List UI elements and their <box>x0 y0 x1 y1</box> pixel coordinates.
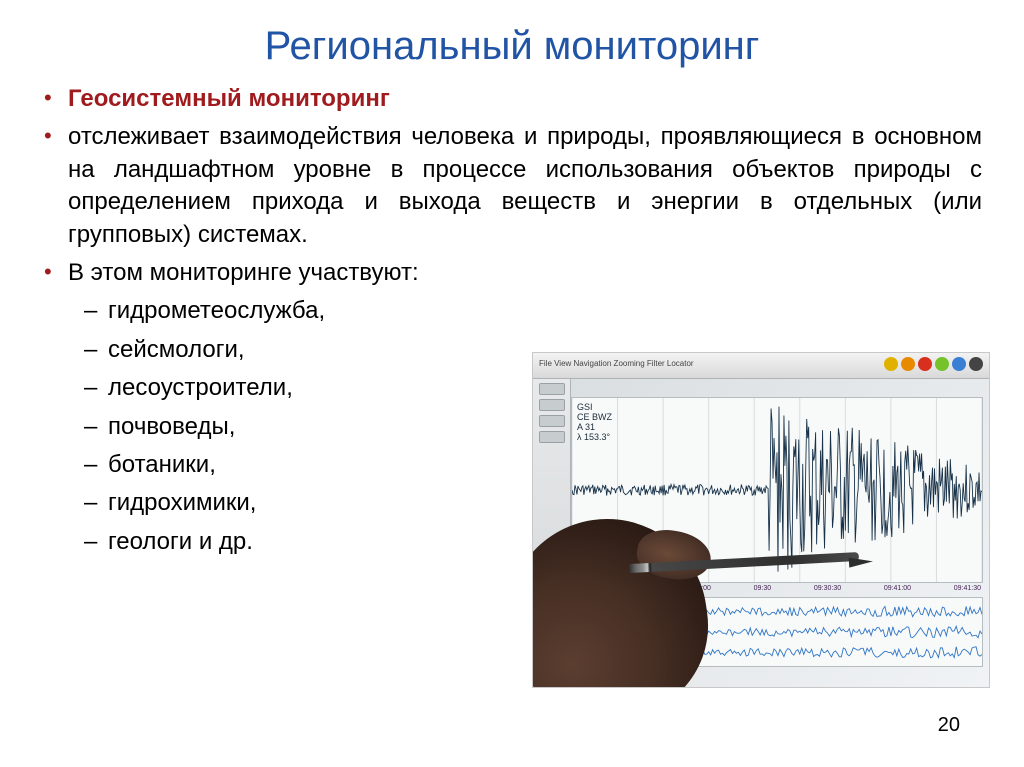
bullet-dot-icon: • <box>42 257 68 287</box>
time-tick: 09:41:30 <box>954 585 981 595</box>
time-tick: 09:41:00 <box>884 585 911 595</box>
bullet-heading-text: Геосистемный мониторинг <box>68 83 982 115</box>
bullet-paragraph: • В этом мониторинге участвуют: <box>42 257 982 289</box>
seismograph-figure: File View Navigation Zooming Filter Loca… <box>532 352 990 688</box>
toolbar-color-icon <box>969 357 983 371</box>
toolbar-color-icon <box>901 357 915 371</box>
sublist-item-text: сейсмологи, <box>108 334 245 366</box>
sidebar-button <box>539 383 565 395</box>
sidebar-button <box>539 399 565 411</box>
wave-label-line: λ 153.3° <box>577 433 612 443</box>
page-number: 20 <box>938 714 960 737</box>
bullet-heading: • Геосистемный мониторинг <box>42 83 982 115</box>
dash-icon: – <box>84 334 108 366</box>
bullet-dot-icon: • <box>42 121 68 151</box>
toolbar-color-icon <box>884 357 898 371</box>
dash-icon: – <box>84 487 108 519</box>
toolbar-color-icon <box>918 357 932 371</box>
sublist-item-text: лесоустроители, <box>108 372 293 404</box>
sublist-item-text: гидрохимики, <box>108 487 256 519</box>
sublist-item-text: ботаники, <box>108 449 216 481</box>
time-tick: 09:30 <box>754 585 772 595</box>
bullet-paragraph: • отслеживает взаимодействия человека и … <box>42 121 982 251</box>
sublist-item-text: гидрометеослужба, <box>108 295 325 327</box>
dash-icon: – <box>84 411 108 443</box>
time-tick: 09:30:30 <box>814 585 841 595</box>
sublist-item-text: геологи и др. <box>108 526 253 558</box>
sidebar-button <box>539 415 565 427</box>
dash-icon: – <box>84 449 108 481</box>
sidebar-button <box>539 431 565 443</box>
sublist-item: –гидрометеослужба, <box>42 295 982 327</box>
sublist-item-text: почвоведы, <box>108 411 235 443</box>
bullet-paragraph-text: В этом мониторинге участвуют: <box>68 257 982 289</box>
page-title: Региональный мониторинг <box>42 24 982 69</box>
app-toolbar: File View Navigation Zooming Filter Loca… <box>533 353 989 379</box>
waveform-label: GSICE BWZA 31λ 153.3° <box>577 403 612 443</box>
toolbar-color-icon <box>935 357 949 371</box>
bullet-paragraph-text: отслеживает взаимодействия человека и пр… <box>68 121 982 251</box>
pen-tip-icon <box>849 556 873 567</box>
dash-icon: – <box>84 295 108 327</box>
toolbar-text: File View Navigation Zooming Filter Loca… <box>539 359 694 368</box>
toolbar-icons <box>884 357 983 371</box>
toolbar-color-icon <box>952 357 966 371</box>
bullet-dot-icon: • <box>42 83 68 113</box>
dash-icon: – <box>84 372 108 404</box>
dash-icon: – <box>84 526 108 558</box>
